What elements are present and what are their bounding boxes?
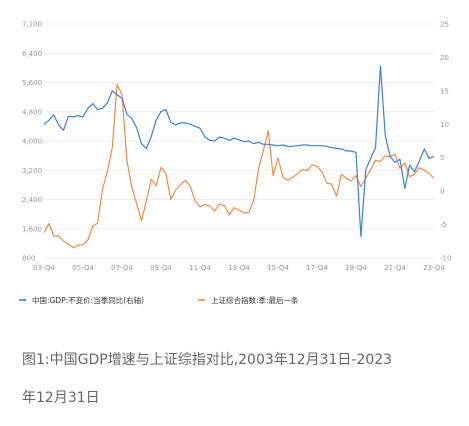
left-tick-label: 7,200 (22, 21, 42, 29)
legend: 中国:GDP:不变价:当季同比(右轴) 上证综合指数:季:最后一条 (19, 295, 299, 305)
chart: 7,200 6,400 5,600 4,800 4,000 3,200 2,400 1,600… (19, 21, 451, 305)
legend-label: 上证综合指数:季:最后一条 (211, 295, 299, 305)
left-tick-label: 4,000 (22, 138, 42, 146)
x-tick-label: 07-Q4 (111, 264, 133, 272)
right-tick-label: 0 (440, 188, 444, 196)
left-tick-label: 1,600 (22, 225, 42, 233)
caption-line-1: 图1:中国GDP增速与上证综指对比,2003年12月31日-2023 (22, 352, 393, 368)
x-tick-label: 09-Q4 (150, 264, 172, 272)
right-tick-label: 25 (440, 21, 449, 29)
caption-line-2: 年12月31日 (22, 390, 100, 406)
grid-lines (44, 23, 434, 259)
series-layer (43, 65, 435, 249)
legend-label: 中国:GDP:不变价:当季同比(右轴) (32, 295, 144, 305)
right-tick-label: -10 (440, 255, 451, 263)
right-tick-label: 15 (440, 87, 449, 95)
sse-index-line (43, 83, 435, 249)
left-tick-label: 3,200 (22, 167, 42, 175)
left-tick-label: 2,400 (22, 196, 42, 204)
left-axis-ticks: 7,200 6,400 5,600 4,800 4,000 3,200 2,400 1,600… (22, 21, 42, 263)
x-tick-label: 19-Q4 (345, 264, 367, 272)
x-tick-label: 23-Q4 (423, 264, 445, 272)
right-tick-label: 5 (440, 154, 444, 162)
right-tick-label: -5 (440, 221, 447, 229)
x-tick-label: 11-Q4 (189, 264, 211, 272)
gdp-growth-line (43, 65, 435, 238)
left-tick-label: 5,600 (22, 79, 42, 87)
right-tick-label: 20 (440, 54, 449, 62)
left-tick-label: 800 (22, 255, 35, 263)
right-axis-ticks: 25 20 15 10 5 0 -5 -10 (440, 21, 451, 263)
right-tick-label: 10 (440, 121, 449, 129)
x-tick-label: 21-Q4 (384, 264, 406, 272)
x-tick-label: 03-Q4 (33, 264, 55, 272)
figure-caption: 图1:中国GDP增速与上证综指对比,2003年12月31日-2023 年12月3… (22, 341, 452, 417)
left-tick-label: 6,400 (22, 50, 42, 58)
x-tick-label: 05-Q4 (72, 264, 94, 272)
x-axis-ticks: 03-Q4 05-Q4 07-Q4 09-Q4 11-Q4 13-Q4 15-Q4 17-Q4… (33, 264, 445, 272)
x-tick-label: 17-Q4 (306, 264, 328, 272)
x-tick-label: 15-Q4 (267, 264, 289, 272)
left-tick-label: 4,800 (22, 108, 42, 116)
x-tick-label: 13-Q4 (228, 264, 250, 272)
